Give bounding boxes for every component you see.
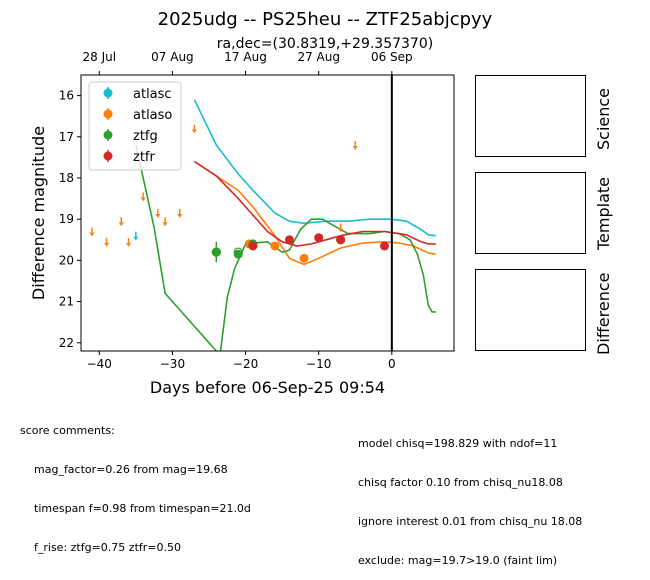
y-tick-label: 17 (59, 130, 74, 144)
score-comments-right: model chisq=198.829 with ndof=11 chisq f… (358, 411, 582, 580)
upper-limit-head-atlaso (191, 129, 197, 134)
y-tick-label: 16 (59, 89, 74, 103)
legend-marker-atlasc (103, 88, 113, 98)
top-date-label: 17 Aug (224, 50, 267, 64)
upper-limit-head-atlasc (133, 236, 139, 241)
chart-subtitle: ra,dec=(30.8319,+29.357370) (217, 36, 433, 52)
template-image-panel (475, 172, 586, 254)
score-comments-header: score comments: (20, 424, 115, 437)
difference-label: Difference (594, 272, 613, 355)
legend-marker-ztfg (103, 130, 113, 140)
upper-limit-head-atlaso (118, 222, 124, 227)
upper-limit-head-atlaso (155, 214, 161, 218)
top-date-label: 07 Aug (151, 50, 194, 64)
data-point-ztfr (336, 235, 346, 245)
data-point-ztfg (211, 247, 221, 257)
model-comment-line: exclude: mag=19.7>19.0 (faint lim) (358, 554, 558, 567)
data-point-ztfr (284, 235, 294, 245)
data-point-ztfr (380, 241, 390, 251)
x-tick-label: −30 (160, 357, 185, 371)
open-data-point-ztfg (233, 247, 243, 257)
score-comment-line: mag_factor=0.26 from mag=19.68 (34, 463, 228, 476)
x-axis-label: Days before 06-Sep-25 09:54 (150, 378, 385, 397)
upper-limit-head-atlaso (104, 242, 110, 247)
upper-limit-head-atlaso (352, 146, 358, 151)
axes: −40 −30 −20 −10 0 28 Jul 07 Aug 17 Aug 27 Aug 06 … (59, 50, 413, 371)
legend: atlasc atlaso ztfg ztfr (88, 81, 182, 171)
model-curve-ztfr (193, 160, 436, 247)
upper-limit-head-atlaso (126, 242, 132, 247)
y-tick-label: 18 (59, 171, 74, 185)
chart-title: 2025udg -- PS25heu -- ZTF25abjcpyy (158, 9, 493, 30)
y-tick-label: 19 (59, 212, 74, 226)
upper-limit-head-atlaso (177, 214, 183, 218)
y-axis-label: Difference magnitude (29, 126, 48, 300)
difference-image-panel (475, 269, 586, 351)
top-date-label: 06 Sep (371, 50, 413, 64)
upper-limit-head-atlaso (140, 197, 146, 202)
data-point-ztfg (233, 249, 243, 259)
top-date-label: 27 Aug (297, 50, 340, 64)
score-comment-line: timespan f=0.98 from timespan=21.0d (34, 502, 251, 515)
data-point-atlaso (270, 241, 280, 251)
x-tick-label: −10 (306, 357, 331, 371)
y-tick-label: 22 (59, 336, 74, 350)
x-tick-label: −40 (87, 357, 112, 371)
data-point-ztfr (314, 233, 324, 243)
y-tick-label: 21 (59, 295, 74, 309)
upper-limit-head-atlaso (338, 228, 344, 233)
legend-label-atlaso: atlaso (133, 108, 172, 123)
data-point-ztfr (248, 241, 258, 251)
data-points (89, 124, 390, 263)
legend-box (88, 81, 182, 171)
light-curve-chart: 2025udg -- PS25heu -- ZTF25abjcpyy ra,de… (29, 9, 493, 397)
model-curve-ztfg (135, 144, 436, 351)
model-curve-atlasc (193, 99, 436, 237)
legend-label-atlasc: atlasc (133, 87, 172, 102)
x-tick-label: 0 (388, 357, 396, 371)
upper-limit-head-atlaso (89, 232, 95, 237)
science-image-panel (475, 75, 586, 157)
legend-label-ztfg: ztfg (133, 129, 158, 144)
model-curves (135, 99, 436, 351)
data-point-atlaso (299, 253, 309, 263)
y-tick-label: 20 (59, 253, 74, 267)
top-date-label: 28 Jul (83, 50, 117, 64)
upper-limit-head-atlaso (162, 222, 168, 227)
model-comment-line: chisq factor 0.10 from chisq_nu18.08 (358, 476, 563, 489)
model-comment-line: ignore interest 0.01 from chisq_nu 18.08 (358, 515, 583, 528)
model-curve-atlaso (193, 160, 436, 266)
model-comment-line: model chisq=198.829 with ndof=11 (358, 437, 558, 450)
legend-label-ztfr: ztfr (133, 150, 155, 165)
plot-frame (80, 74, 455, 352)
science-label: Science (594, 87, 613, 150)
legend-marker-atlaso (103, 109, 113, 119)
score-comments-left: score comments: mag_factor=0.26 from mag… (20, 398, 251, 567)
score-comment-line: f_rise: ztfg=0.75 ztfr=0.50 (34, 541, 181, 554)
x-tick-label: −20 (233, 357, 258, 371)
legend-marker-ztfr (103, 151, 113, 161)
open-data-point-ztfg (211, 247, 221, 257)
template-label: Template (594, 176, 613, 250)
